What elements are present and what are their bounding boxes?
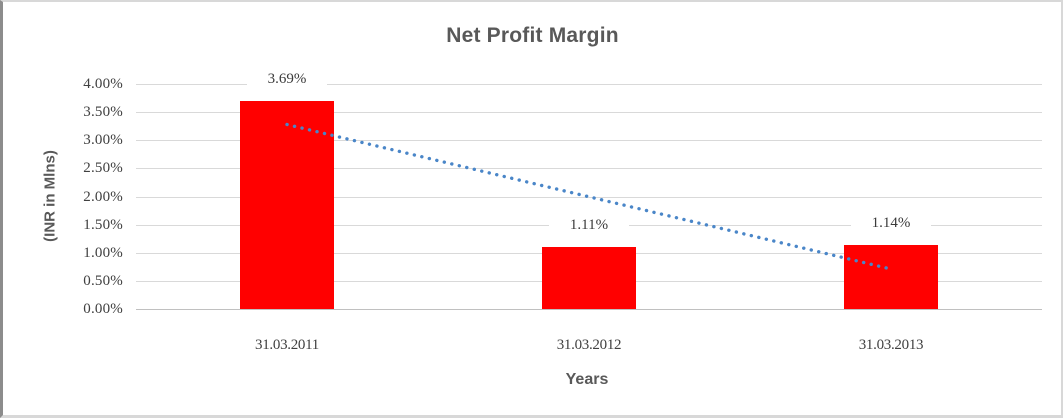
bar-data-label: 1.14%	[851, 213, 931, 232]
gridline	[136, 197, 1042, 198]
x-axis-line	[136, 309, 1042, 310]
trendline[interactable]	[285, 122, 893, 271]
y-axis-tick-label: 0.50%	[83, 273, 123, 289]
bar-data-label: 3.69%	[247, 70, 327, 89]
y-axis-tick-label: 3.50%	[83, 104, 123, 120]
bar-data-label: 1.11%	[549, 215, 629, 234]
x-axis-title: Years	[565, 371, 609, 388]
y-axis-tick-label: 2.00%	[83, 189, 123, 205]
y-axis-tick-label: 1.50%	[83, 217, 123, 233]
bar-31.03.2011[interactable]	[240, 101, 334, 309]
gridline	[136, 140, 1042, 141]
gridline	[136, 112, 1042, 113]
bar-31.03.2013[interactable]	[844, 244, 938, 309]
x-axis-tick-label: 31.03.2011	[255, 337, 319, 353]
x-axis-tick-label: 31.03.2012	[556, 337, 622, 353]
gridline	[136, 168, 1042, 169]
trendline-layer	[285, 122, 893, 271]
bar-31.03.2012[interactable]	[542, 246, 636, 309]
y-axis-tick-label: 4.00%	[83, 76, 123, 92]
y-axis-tick-label: 2.50%	[83, 160, 123, 176]
x-axis-tick-label: 31.03.2013	[858, 337, 924, 353]
y-axis-tick-label: 0.00%	[83, 301, 123, 317]
y-axis-tick-label: 1.00%	[83, 245, 123, 261]
chart-title: Net Profit Margin	[446, 24, 619, 47]
gridline	[136, 84, 1042, 85]
y-axis-tick-label: 3.00%	[83, 132, 123, 148]
